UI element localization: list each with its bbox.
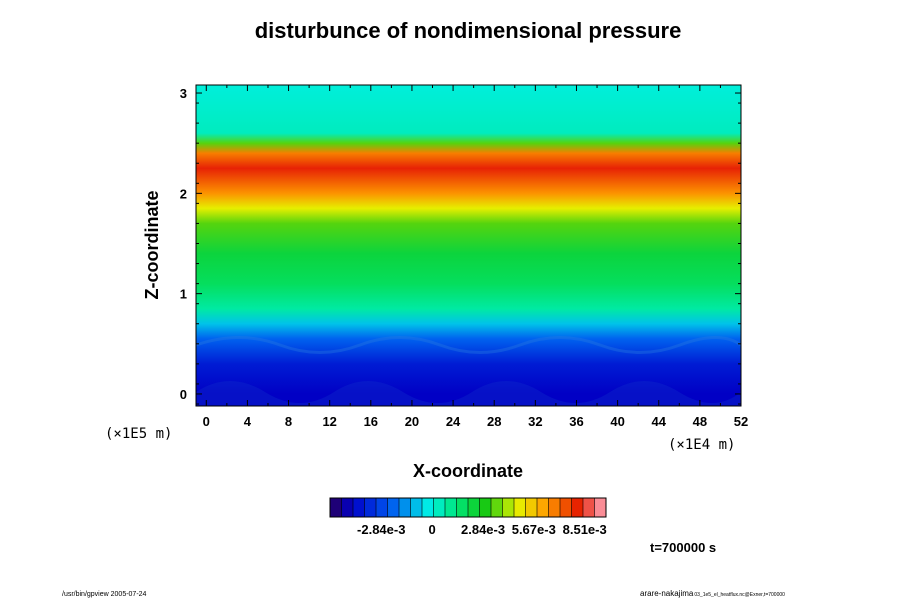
x-scale-note: (×1E4 m): [668, 437, 735, 453]
colorbar-segment: [491, 498, 503, 517]
colorbar-segment: [560, 498, 572, 517]
colorbar-segment: [330, 498, 342, 517]
x-tick-label: 12: [322, 414, 336, 429]
x-tick-label: 48: [693, 414, 707, 429]
colorbar-segment: [456, 498, 469, 517]
colorbar-tick-label: 2.84e-3: [461, 522, 505, 537]
colorbar-tick-label: 0: [429, 522, 436, 537]
colorbar: [329, 497, 607, 518]
footer-right-small: 03_1e5_el_heatflux.nc@Exner,t=700000: [694, 592, 785, 598]
y-axis: 0 1 2 3: [180, 86, 741, 405]
time-label: t=700000 s: [650, 540, 716, 555]
colorbar-segment: [479, 498, 492, 517]
x-axis-title: X-coordinate: [413, 461, 523, 481]
x-tick-label: 16: [364, 414, 378, 429]
colorbar-segment: [353, 498, 365, 517]
colorbar-segment: [594, 498, 607, 517]
colorbar-segment: [514, 498, 526, 517]
plot-frame: [195, 84, 742, 407]
x-tick-label: 24: [446, 414, 461, 429]
x-tick-label: 44: [652, 414, 667, 429]
colorbar-segment: [445, 498, 457, 517]
x-tick-label: 40: [610, 414, 624, 429]
y-tick-label: 0: [180, 387, 187, 402]
colorbar-segment: [399, 498, 411, 517]
x-tick-label: 4: [244, 414, 252, 429]
chart-title: disturbunce of nondimensional pressure: [255, 18, 682, 43]
pressure-field: [196, 85, 741, 406]
y-axis-title: Z-coordinate: [142, 190, 162, 299]
colorbar-tick-label: 8.51e-3: [563, 522, 607, 537]
colorbar-segment: [548, 498, 561, 517]
colorbar-segment: [422, 498, 434, 517]
colorbar-segment: [583, 498, 595, 517]
colorbar-segment: [376, 498, 388, 517]
wave-contour: [196, 336, 741, 354]
colorbar-segment: [525, 498, 538, 517]
colorbar-segment: [433, 498, 446, 517]
colorbar-tick-label: 5.67e-3: [512, 522, 556, 537]
x-tick-label: 52: [734, 414, 748, 429]
x-tick-label: 20: [405, 414, 419, 429]
x-tick-label: 28: [487, 414, 501, 429]
colorbar-frame: [329, 497, 607, 518]
y-tick-label: 3: [180, 86, 187, 101]
x-tick-label: 0: [203, 414, 210, 429]
x-tick-label: 32: [528, 414, 542, 429]
colorbar-segment: [410, 498, 423, 517]
plot-area: [196, 85, 741, 406]
x-axis: 0 4 8 12 16 20 24 28 32 36 40 44 48 52: [203, 85, 748, 429]
y-tick-label: 2: [180, 186, 187, 201]
colorbar-segment: [364, 498, 377, 517]
colorbar-segment: [341, 498, 354, 517]
colorbar-segment: [502, 498, 515, 517]
colorbar-ticks: -2.84e-3 0 2.84e-3 5.67e-3 8.51e-3: [357, 522, 607, 537]
x-tick-label: 36: [569, 414, 583, 429]
footer-right-main: arare-nakajima: [640, 589, 694, 598]
footer-left: /usr/bin/gpview 2005-07-24: [62, 591, 147, 598]
y-scale-note: (×1E5 m): [105, 426, 172, 442]
low-pressure-wave: [196, 381, 741, 406]
colorbar-segment: [537, 498, 549, 517]
colorbar-segment: [468, 498, 480, 517]
colorbar-segment: [571, 498, 584, 517]
colorbar-tick-label: -2.84e-3: [357, 522, 405, 537]
colorbar-segment: [387, 498, 400, 517]
footer-right: arare-nakajima03_1e5_el_heatflux.nc@Exne…: [640, 589, 785, 598]
x-tick-label: 8: [285, 414, 292, 429]
y-tick-label: 1: [180, 287, 187, 302]
